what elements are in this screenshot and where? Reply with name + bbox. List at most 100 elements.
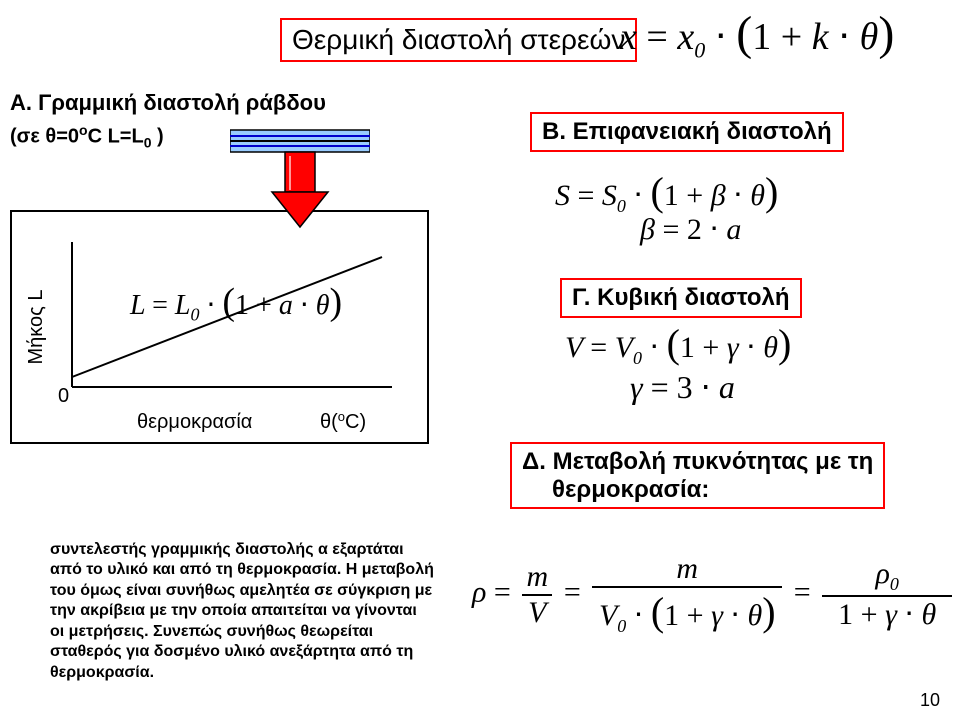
chart-svg: Μήκος L 0 θερμοκρασία θ(oC) [12, 212, 427, 442]
chart-ylabel: Μήκος L [25, 290, 47, 365]
fb-mult: ⋅ [709, 213, 719, 246]
fs-one: 1 [664, 179, 679, 212]
fn-l7: θερμοκρασία. [50, 663, 445, 683]
fs-theta: θ [750, 179, 765, 212]
fv-one: 1 [680, 331, 695, 364]
fr-rho: ρ [472, 575, 486, 608]
fx-mult2: ⋅ [838, 16, 850, 58]
fs-mult2: ⋅ [733, 179, 743, 212]
fg-eq: = [651, 369, 669, 405]
section-c-box: Γ. Κυβική διαστολή [560, 278, 802, 318]
formula-rho: ρ = m V = m V0 ⋅ (1 + γ ⋅ θ) = ρ0 1 + γ [472, 552, 956, 637]
fn-l2: από το υλικό και από τη θερμοκρασία. Η μ… [50, 560, 445, 580]
fr-plus2: + [861, 598, 878, 631]
fb-two: 2 [687, 213, 702, 246]
footnote-text: συντελεστής γραμμικής διαστολής α εξαρτά… [50, 540, 445, 683]
fx-open: ( [736, 7, 752, 60]
chart-zero: 0 [58, 385, 69, 407]
fr-eq2: = [564, 575, 581, 608]
fn-l1: συντελεστής γραμμικής διαστολής α εξαρτά… [50, 540, 445, 560]
title-text: Θερμική διαστολή στερεών [292, 24, 625, 55]
fr-gamma2: γ [885, 598, 897, 631]
fs-sub0: 0 [617, 196, 626, 216]
fs-S0: S [602, 179, 617, 212]
rod-arrow-svg [230, 122, 370, 232]
fv-eq: = [590, 331, 607, 364]
sa-subsub: 0 [144, 135, 152, 151]
fr-mult2: ⋅ [730, 599, 740, 632]
fx-eq: = [646, 16, 667, 58]
fx-k: k [812, 16, 829, 58]
fr-sub0b: 0 [890, 574, 899, 594]
formula-gamma: γ = 3 ⋅ a [630, 368, 735, 406]
fr-V0: V [599, 599, 617, 632]
fv-plus: + [702, 331, 719, 364]
fl-plus: + [256, 290, 272, 321]
fv-gamma: γ [727, 331, 739, 364]
fb-beta: β [640, 213, 655, 246]
fr-sub0: 0 [617, 616, 626, 636]
chart-xunit: θ(oC) [320, 409, 366, 434]
fr-one: 1 [664, 599, 679, 632]
fx-one: 1 [752, 16, 771, 58]
section-b-text: Β. Επιφανειακή διαστολή [542, 118, 832, 145]
section-a-sub: (σε θ=0oC L=L0 ) [10, 122, 164, 151]
fs-beta: β [711, 179, 726, 212]
fr-mult3: ⋅ [904, 598, 914, 631]
fs-plus: + [686, 179, 703, 212]
fb-eq: = [662, 213, 679, 246]
sa-sub2: C L=L [88, 126, 144, 148]
fr-mult: ⋅ [634, 599, 644, 632]
formula-x: x = x0 ⋅ (1 + k ⋅ θ) [620, 6, 894, 64]
fs-mult: ⋅ [633, 179, 643, 212]
section-d-box: Δ. Μεταβολή πυκνότητας με τη θερμοκρασία… [510, 442, 885, 509]
section-a-label: Α. Γραμμική διαστολή ράβδου [10, 90, 326, 116]
fn-l5: οι μετρήσεις. Συνεπώς συνήθως θεωρείται [50, 622, 445, 642]
fx-plus: + [781, 16, 802, 58]
page-number: 10 [920, 690, 940, 711]
fx-lhs: x [620, 16, 637, 58]
fl-open: ( [222, 281, 235, 323]
formula-beta: β = 2 ⋅ a [640, 212, 741, 247]
fx-theta: θ [860, 16, 879, 58]
section-a-text: Α. Γραμμική διαστολή ράβδου [10, 90, 326, 115]
chart-xlabel: θερμοκρασία [137, 411, 252, 433]
fv-sub0: 0 [633, 348, 642, 368]
title-box: Θερμική διαστολή στερεών [280, 18, 637, 62]
fg-three: 3 [677, 369, 693, 405]
section-d-text2: θερμοκρασία: [522, 476, 709, 503]
fl-close: ) [329, 281, 342, 323]
fr-eq1: = [494, 575, 511, 608]
fv-mult2: ⋅ [746, 331, 756, 364]
chart-box: Μήκος L 0 θερμοκρασία θ(oC) [10, 210, 429, 444]
sa-sub1: (σε θ=0 [10, 126, 79, 148]
fl-sub0: 0 [190, 305, 199, 325]
fv-open: ( [667, 321, 680, 366]
fr-eq3: = [794, 575, 811, 608]
fr-plus: + [687, 599, 704, 632]
fv-close: ) [778, 321, 791, 366]
section-b-box: Β. Επιφανειακή διαστολή [530, 112, 844, 152]
fr-one2: 1 [838, 598, 853, 631]
fg-a: a [719, 369, 735, 405]
fb-a: a [726, 213, 741, 246]
sa-sub3: ) [152, 126, 164, 148]
fs-eq: = [578, 179, 595, 212]
fx-mult: ⋅ [715, 16, 727, 58]
fv-theta: θ [763, 331, 778, 364]
fs-close: ) [765, 169, 778, 214]
fn-l4: την ακρίβεια με την οποία απαιτείται να … [50, 601, 445, 621]
fs-open: ( [650, 169, 663, 214]
fg-mult: ⋅ [701, 369, 711, 405]
fx-x0: x [677, 16, 694, 58]
fr-m1: m [522, 560, 552, 594]
fr-V1: V [522, 596, 552, 630]
fg-gamma: γ [630, 369, 643, 405]
fr-theta2: θ [921, 598, 936, 631]
formula-S: S = S0 ⋅ (1 + β ⋅ θ) [555, 168, 778, 217]
section-d-text1: Δ. Μεταβολή πυκνότητας με τη [522, 448, 873, 475]
fl-mult2: ⋅ [300, 290, 309, 321]
fv-V0: V [615, 331, 633, 364]
formula-L: L = L0 ⋅ (1 + a ⋅ θ) [130, 280, 342, 326]
sa-sup: o [79, 122, 88, 138]
